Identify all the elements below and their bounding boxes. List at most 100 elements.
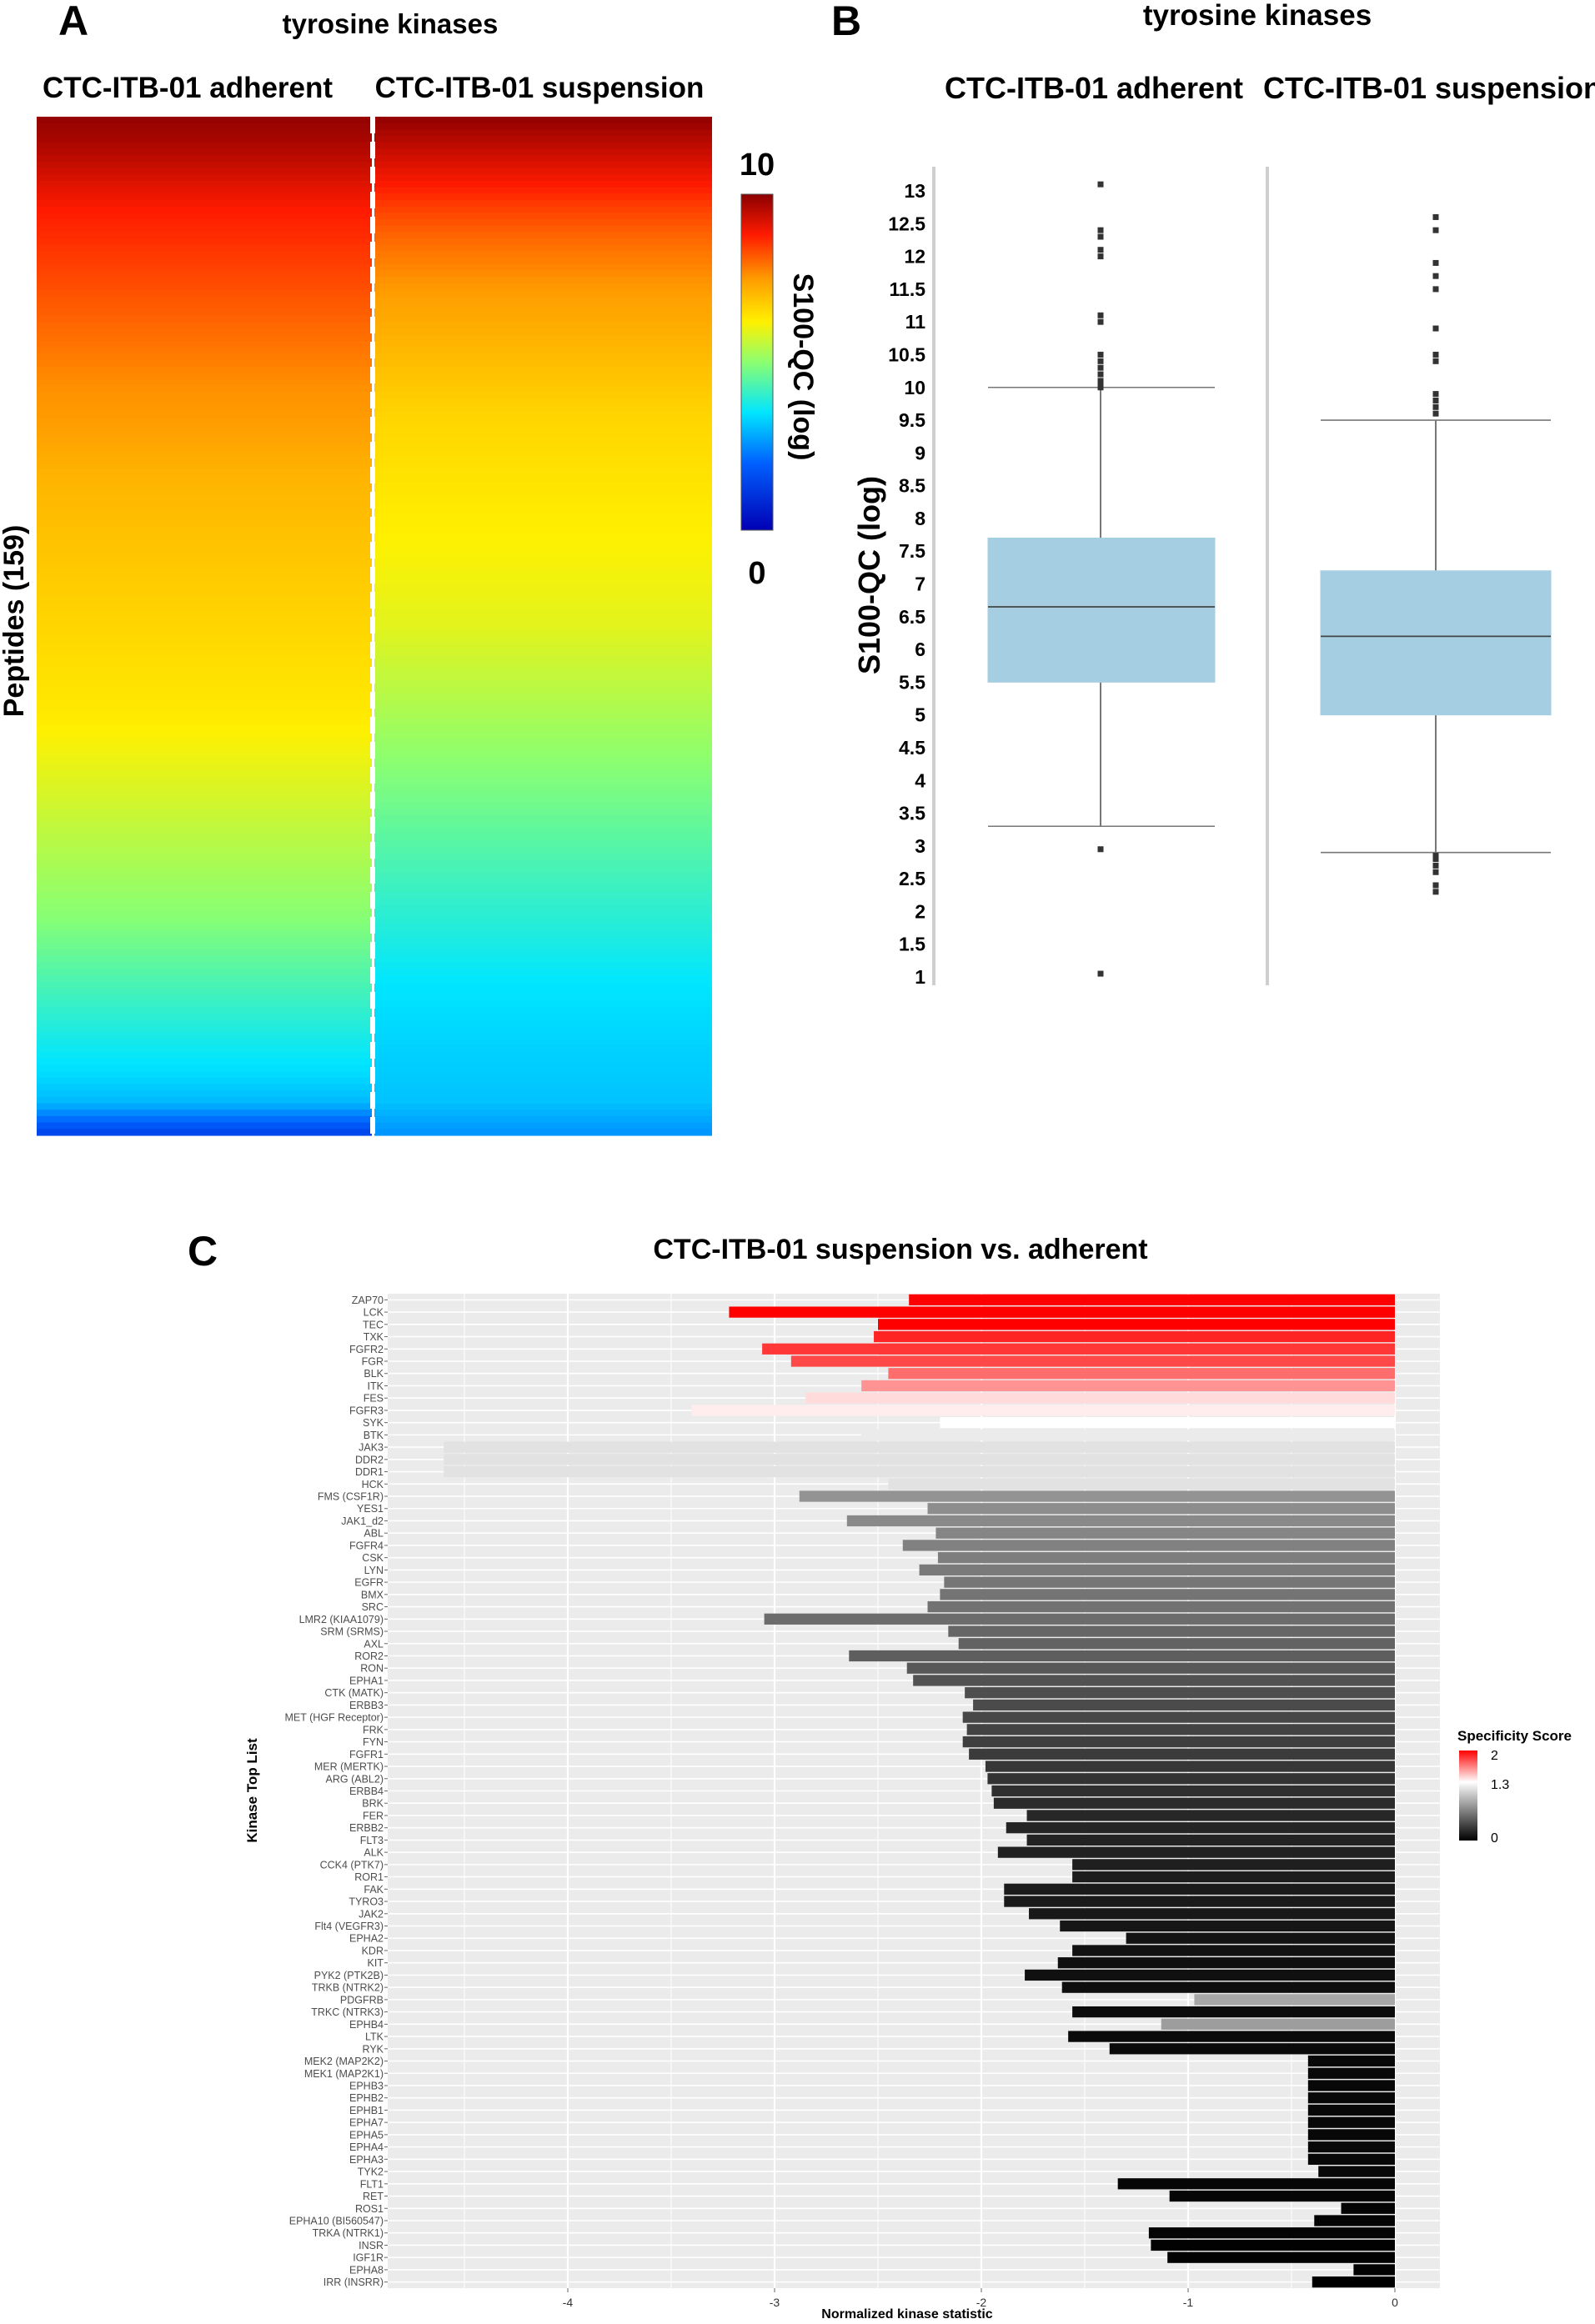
- heatmap-cell: [374, 174, 712, 182]
- kinase-label: MER (MERTK): [314, 1761, 384, 1773]
- kinase-bar: [1026, 1810, 1395, 1821]
- kinase-label: TRKC (NTRK3): [311, 2006, 384, 2018]
- heatmap-cell: [37, 270, 372, 278]
- heatmap-cell: [374, 623, 712, 630]
- kinase-bar: [1312, 2276, 1395, 2288]
- heatmap-cell: [37, 757, 372, 764]
- heatmap-cell: [37, 828, 372, 835]
- heatmap-cell: [374, 891, 712, 899]
- kinase-label: BLK: [364, 1368, 384, 1380]
- y-tick-label: 1.5: [899, 934, 925, 955]
- panel-a-letter: A: [58, 0, 88, 44]
- heatmap-cell: [374, 1109, 712, 1117]
- kinase-bar: [948, 1625, 1395, 1637]
- kinase-label: EPHB1: [349, 2105, 384, 2116]
- outlier-point: [1097, 247, 1104, 253]
- heatmap-cell: [374, 949, 712, 957]
- heatmap-cell: [37, 712, 372, 720]
- kinase-label: Flt4 (VEGFR3): [314, 1921, 384, 1932]
- y-tick-label: 4.5: [899, 737, 925, 759]
- kinase-label: FLT3: [360, 1835, 384, 1846]
- heatmap-cell: [37, 1039, 372, 1047]
- kinase-label: LYN: [364, 1565, 384, 1576]
- kinase-bar: [1307, 2067, 1395, 2079]
- outlier-point: [1432, 397, 1439, 403]
- heatmap-cell: [374, 482, 712, 489]
- kinase-bar: [935, 1527, 1395, 1539]
- outlier-point: [1097, 378, 1104, 384]
- panel-c-bars: [388, 1294, 1440, 2288]
- heatmap-cell: [374, 974, 712, 983]
- heatmap-cell: [374, 1007, 712, 1014]
- y-tick-label: 13: [904, 180, 925, 202]
- heatmap-cell: [37, 1013, 372, 1021]
- outlier-point: [1097, 371, 1104, 378]
- heatmap-cell: [374, 943, 712, 950]
- heatmap-cell: [37, 475, 372, 483]
- heatmap-cell: [37, 814, 372, 823]
- heatmap-cell: [37, 199, 372, 208]
- kinase-label: EPHA10 (BI560547): [289, 2215, 384, 2226]
- heatmap-cell: [37, 552, 372, 559]
- heatmap-cell: [37, 1064, 372, 1072]
- heatmap-cell: [37, 988, 372, 995]
- heatmap-cell: [374, 244, 712, 252]
- kinase-label: ZAP70: [352, 1295, 384, 1306]
- heatmap-cell: [37, 155, 372, 163]
- heatmap-cell: [37, 218, 372, 227]
- kinase-bar: [909, 1294, 1395, 1305]
- kinase-label: EPHA8: [349, 2264, 384, 2276]
- kinase-label: IRR (INSRR): [324, 2276, 384, 2288]
- y-tick-label: 3: [915, 835, 925, 857]
- kinase-label: FGFR3: [349, 1405, 384, 1416]
- kinase-label: FGR: [362, 1356, 384, 1368]
- heatmap-cell: [37, 872, 372, 880]
- kinase-label: TRKA (NTRK1): [313, 2227, 384, 2239]
- heatmap-cell: [37, 360, 372, 368]
- heatmap-cell: [37, 482, 372, 489]
- heatmap-cell: [37, 1077, 372, 1085]
- kinase-label: ROR1: [354, 1871, 384, 1883]
- heatmap-cell: [374, 283, 712, 291]
- heatmap-cell: [37, 488, 372, 496]
- heatmap-cell: [37, 315, 372, 323]
- heatmap-cell: [37, 853, 372, 861]
- kinase-label: AXL: [364, 1638, 384, 1650]
- heatmap-cell: [374, 187, 712, 194]
- heatmap-cell: [37, 564, 372, 573]
- outlier-point: [1432, 351, 1439, 358]
- heatmap-cell: [374, 404, 712, 413]
- heatmap-cell: [37, 1103, 372, 1110]
- heatmap-cell: [374, 437, 712, 444]
- heatmap-cell: [37, 1007, 372, 1014]
- outlier-point: [1432, 889, 1439, 895]
- heatmap-cell: [374, 1039, 712, 1047]
- heatmap-cell: [374, 769, 712, 778]
- heatmap-cell: [37, 1115, 372, 1124]
- panel-a-col1-label: CTC-ITB-01 adherent: [43, 72, 333, 104]
- kinase-label: JAK3: [359, 1442, 384, 1454]
- kinase-bar: [861, 1429, 1395, 1441]
- kinase-bar: [1161, 2018, 1395, 2030]
- kinase-bar: [965, 1687, 1395, 1699]
- kinase-label: LTK: [365, 2031, 384, 2043]
- heatmap-cell: [37, 930, 372, 938]
- x-tick-label: -3: [770, 2296, 780, 2309]
- heatmap-cell: [37, 340, 372, 348]
- kinase-bar: [902, 1540, 1395, 1551]
- heatmap-cell: [37, 584, 372, 592]
- heatmap-cell: [37, 616, 372, 624]
- heatmap-cell: [374, 1052, 712, 1059]
- heatmap-cell: [374, 206, 712, 213]
- outlier-point: [1432, 853, 1439, 859]
- heatmap-cell: [37, 981, 372, 989]
- kinase-bar: [927, 1600, 1395, 1613]
- heatmap-cell: [37, 443, 372, 451]
- heatmap-cell: [374, 308, 712, 316]
- heatmap-cell: [37, 731, 372, 739]
- heatmap-cell: [374, 501, 712, 508]
- kinase-label: ROS1: [355, 2203, 384, 2215]
- outlier-point: [1097, 846, 1104, 853]
- panel-b: B tyrosine kinases CTC-ITB-01 adherent C…: [831, 0, 1595, 988]
- heatmap-cell: [37, 283, 372, 291]
